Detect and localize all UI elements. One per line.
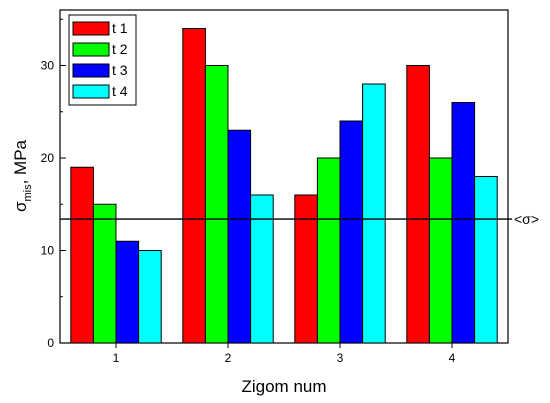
bar-t3-cat4 (451, 102, 476, 344)
bar-t3-cat3 (339, 120, 364, 344)
legend-swatch-t1 (72, 21, 110, 36)
legend-swatch-t4 (72, 84, 110, 99)
x-tick-label: 3 (337, 351, 344, 365)
bar-t1-cat3 (294, 194, 318, 344)
bar-t2-cat4 (428, 157, 453, 344)
bar-t3-cat2 (227, 129, 252, 344)
bar-t4-cat1 (138, 250, 162, 344)
legend-label: t 3 (112, 62, 128, 78)
x-axis-label: Zigom num (241, 377, 326, 396)
x-tick-label: 4 (449, 351, 456, 365)
bar-t3-cat1 (115, 240, 140, 344)
legend-label: t 2 (112, 41, 128, 57)
y-tick-label: 30 (41, 59, 55, 73)
x-axis-ticks: 1 2 3 4 (113, 343, 456, 365)
y-axis-label-subscript: mis (22, 184, 34, 202)
bar-t4-cat4 (474, 176, 498, 344)
legend: t 1 t 2 t 3 t 4 (68, 14, 137, 106)
reference-line-label: <σ> (514, 211, 539, 227)
bar-t2-cat1 (92, 203, 117, 344)
legend-swatch-t3 (72, 63, 110, 78)
y-axis-label-units: , MPa (11, 139, 30, 184)
y-axis-label: σmis, MPa (11, 139, 34, 212)
legend-label: t 1 (112, 20, 128, 36)
bar-t2-cat3 (316, 157, 341, 344)
bar-t1-cat2 (182, 28, 206, 344)
legend-label: t 4 (112, 83, 128, 99)
y-axis-ticks: 0 10 20 30 (41, 18, 66, 350)
bar-t4-cat2 (250, 194, 274, 344)
legend-swatch-t2 (72, 42, 110, 57)
bar-t4-cat3 (362, 83, 386, 344)
bars-group (70, 28, 498, 344)
x-tick-label: 1 (113, 351, 120, 365)
y-axis-label-symbol: σ (11, 201, 30, 212)
x-tick-label: 2 (225, 351, 232, 365)
bar-t1-cat1 (70, 166, 94, 344)
bar-t2-cat2 (204, 65, 229, 344)
y-tick-label: 10 (41, 244, 55, 258)
y-tick-label: 0 (47, 336, 54, 350)
bar-t1-cat4 (406, 65, 430, 344)
y-tick-label: 20 (41, 151, 55, 165)
